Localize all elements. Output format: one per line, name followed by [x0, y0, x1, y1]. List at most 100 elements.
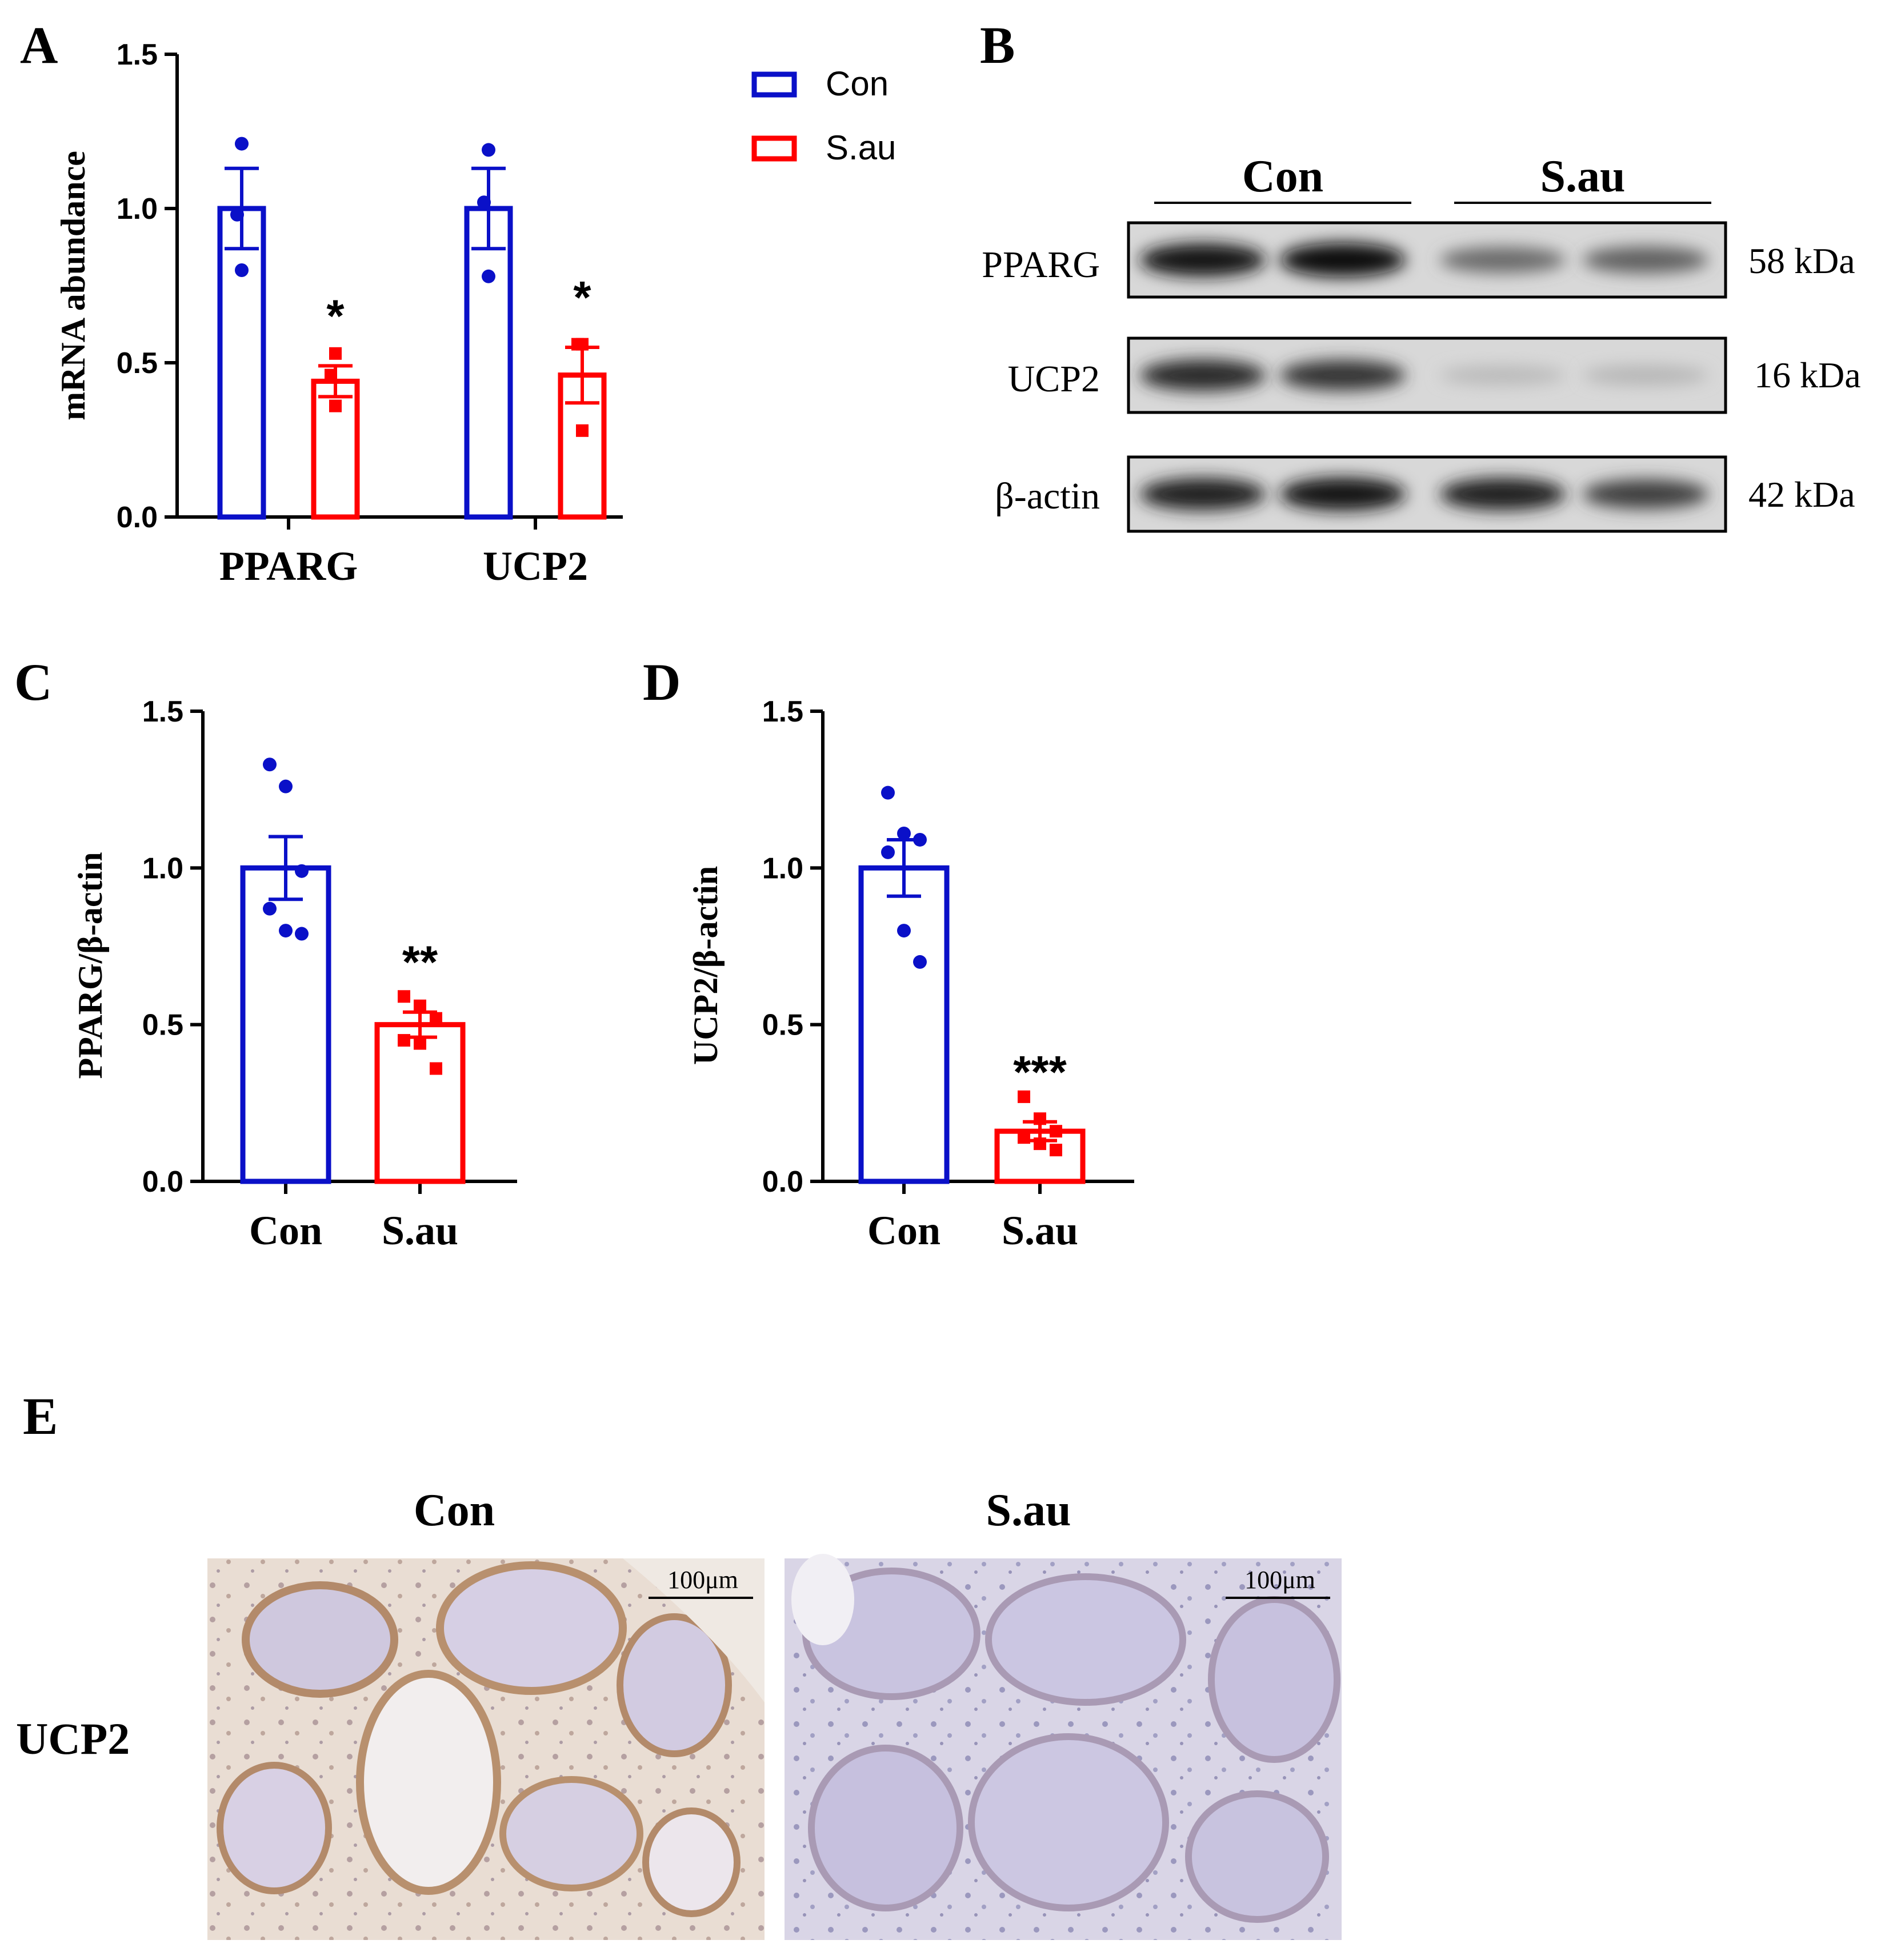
bar [464, 206, 513, 520]
bar [240, 865, 331, 1184]
blot-band [1140, 359, 1266, 391]
western-blot: Con S.au PPARG UCP2 β-actin 58 kDa 16 kD… [982, 151, 1861, 533]
blot-band [1440, 478, 1566, 511]
data-point [571, 338, 584, 351]
chart-a: mRNA abundance 0.0 0.5 1.0 1.5 PPARG * UCP2 * [54, 38, 623, 589]
data-point [263, 901, 277, 916]
y-tick-label: 0.5 [762, 1009, 803, 1042]
y-tick-label: 0.5 [142, 1009, 183, 1042]
panel-label-b: B [980, 16, 1015, 74]
chart-d: UCP2/β-actin 0.0 0.5 1.0 1.5 Con S.au *** [687, 695, 1134, 1253]
ihc-column-sau: S.au [986, 1485, 1071, 1536]
data-point [430, 1062, 442, 1075]
data-point [881, 785, 895, 800]
x-tick-label: PPARG [219, 543, 358, 589]
data-point [235, 263, 249, 277]
blot-band [1440, 247, 1566, 273]
data-point [325, 368, 337, 382]
blot-band [1440, 366, 1566, 385]
y-tick-label: 1.0 [142, 852, 183, 885]
ihc-image-con: 100μm [207, 1558, 765, 1940]
chart-a-ylabel: mRNA abundance [54, 151, 92, 420]
data-point [881, 845, 895, 859]
blot-row-size: 16 kDa [1754, 355, 1861, 395]
data-point [414, 999, 426, 1012]
data-point [398, 1034, 410, 1047]
significance-label: ** [402, 937, 438, 988]
data-point [398, 990, 410, 1003]
blot-band [1140, 478, 1266, 511]
data-point [897, 924, 911, 938]
blot-row-label: PPARG [982, 244, 1100, 286]
scale-bar-label-con: 100μm [667, 1566, 738, 1594]
data-point [235, 137, 249, 151]
data-point [414, 1037, 426, 1050]
data-point [897, 826, 911, 840]
data-point [295, 927, 309, 941]
data-point [1050, 1144, 1062, 1157]
data-point [263, 757, 277, 772]
x-tick-label: S.au [1002, 1208, 1078, 1253]
bar [217, 206, 266, 520]
blot-band [1583, 479, 1708, 509]
y-tick-label: 0.0 [142, 1165, 183, 1199]
data-point [477, 195, 491, 210]
data-point [1034, 1112, 1046, 1125]
data-point [295, 864, 309, 878]
blot-group-con: Con [1242, 151, 1323, 202]
data-point [576, 424, 589, 437]
data-point [430, 1012, 442, 1025]
blot-row-size: 58 kDa [1748, 241, 1855, 281]
data-point [1050, 1125, 1062, 1138]
panel-label-e: E [23, 1387, 58, 1445]
y-tick-label: 1.0 [762, 852, 803, 885]
blot-row-size: 42 kDa [1748, 474, 1855, 515]
data-point [482, 143, 495, 157]
legend-label-con: Con [826, 65, 889, 103]
legend-swatch-sau [751, 135, 797, 162]
ihc-image-sau: 100μm [785, 1554, 1342, 1940]
y-tick-label: 1.5 [142, 695, 183, 728]
significance-label: * [573, 272, 591, 323]
ihc-row-label: UCP2 [16, 1714, 130, 1763]
y-tick-label: 1.5 [762, 695, 803, 728]
blot-band [1280, 243, 1406, 277]
data-point [1034, 1137, 1046, 1151]
significance-label: *** [1013, 1047, 1067, 1097]
x-tick-label: Con [867, 1208, 941, 1253]
data-point [279, 779, 293, 793]
data-point [1018, 1090, 1030, 1103]
data-point [230, 207, 244, 222]
y-tick-label: 0.0 [762, 1165, 803, 1199]
blot-band [1280, 477, 1406, 511]
blot-row-label: β-actin [995, 475, 1100, 517]
blot-band [1583, 365, 1708, 386]
data-point [279, 924, 293, 938]
legend-a: Con S.au [751, 65, 896, 167]
blot-band [1583, 246, 1708, 274]
data-point [1018, 1131, 1030, 1144]
chart-d-ylabel: UCP2/β-actin [687, 866, 725, 1065]
data-point [329, 399, 342, 412]
panel-label-a: A [20, 16, 58, 74]
blot-row-label: UCP2 [1008, 358, 1100, 400]
chart-c-ylabel: PPARG/β-actin [71, 852, 109, 1079]
y-tick-label: 1.5 [117, 38, 158, 71]
chart-c: PPARG/β-actin 0.0 0.5 1.0 1.5 Con S.au ** [71, 695, 517, 1253]
legend-label-sau: S.au [826, 129, 896, 167]
panel-label-c: C [14, 653, 52, 711]
panel-label-d: D [643, 653, 681, 711]
y-tick-label: 0.5 [117, 347, 158, 380]
y-tick-label: 1.0 [117, 193, 158, 226]
data-point [913, 832, 927, 847]
blot-group-sau: S.au [1540, 151, 1626, 202]
blot-band [1280, 360, 1406, 391]
data-point [329, 347, 342, 360]
bar [858, 865, 950, 1184]
x-tick-label: UCP2 [483, 543, 588, 589]
y-tick-label: 0.0 [117, 501, 158, 534]
blot-band [1140, 243, 1266, 277]
data-point [482, 269, 495, 283]
significance-label: * [326, 290, 345, 341]
